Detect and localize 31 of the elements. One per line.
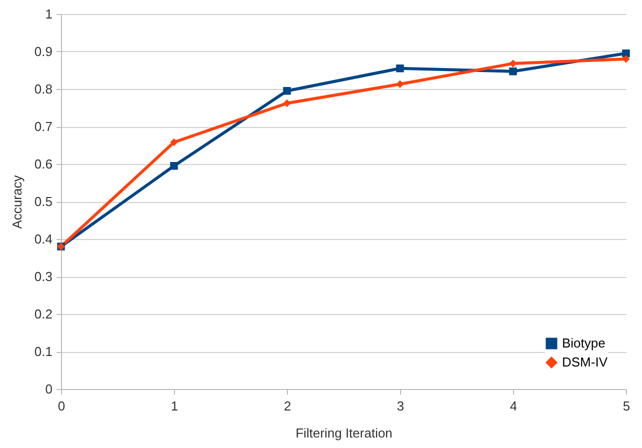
- y-tick-label: 0.5: [34, 194, 52, 209]
- point: [283, 87, 291, 95]
- point: [170, 138, 178, 146]
- legend-label: DSM-IV: [562, 354, 608, 370]
- point: [622, 55, 630, 63]
- x-axis-title: Filtering Iteration: [296, 426, 392, 440]
- point: [283, 99, 291, 108]
- point: [509, 68, 517, 76]
- point: [170, 162, 178, 170]
- x-tick-label: 4: [510, 398, 518, 414]
- y-axis-title: Accuracy: [9, 174, 24, 229]
- point: [509, 60, 517, 68]
- x-tick-label: 2: [284, 398, 292, 414]
- legend-label: Biotype: [562, 336, 606, 350]
- y-tick-label: 0.6: [34, 156, 52, 172]
- x-tick-label: 1: [170, 398, 178, 414]
- x-tick-label: 3: [396, 398, 404, 414]
- y-tick-label: 0.2: [34, 306, 52, 322]
- point: [396, 80, 404, 88]
- y-tick-label: 0.3: [34, 269, 52, 284]
- y-tick-label: 0.4: [34, 232, 52, 246]
- y-tick-label: 0.7: [34, 119, 52, 134]
- y-tick-label: 0: [45, 382, 52, 396]
- x-tick-label: 5: [622, 398, 630, 414]
- y-tick-label: 0.9: [34, 44, 52, 59]
- y-tick-label: 1: [45, 6, 52, 22]
- y-tick-label: 0.1: [34, 344, 52, 359]
- y-tick-label: 0.8: [34, 82, 52, 96]
- point: [396, 64, 404, 72]
- x-tick-label: 0: [58, 398, 66, 414]
- point: [622, 50, 630, 58]
